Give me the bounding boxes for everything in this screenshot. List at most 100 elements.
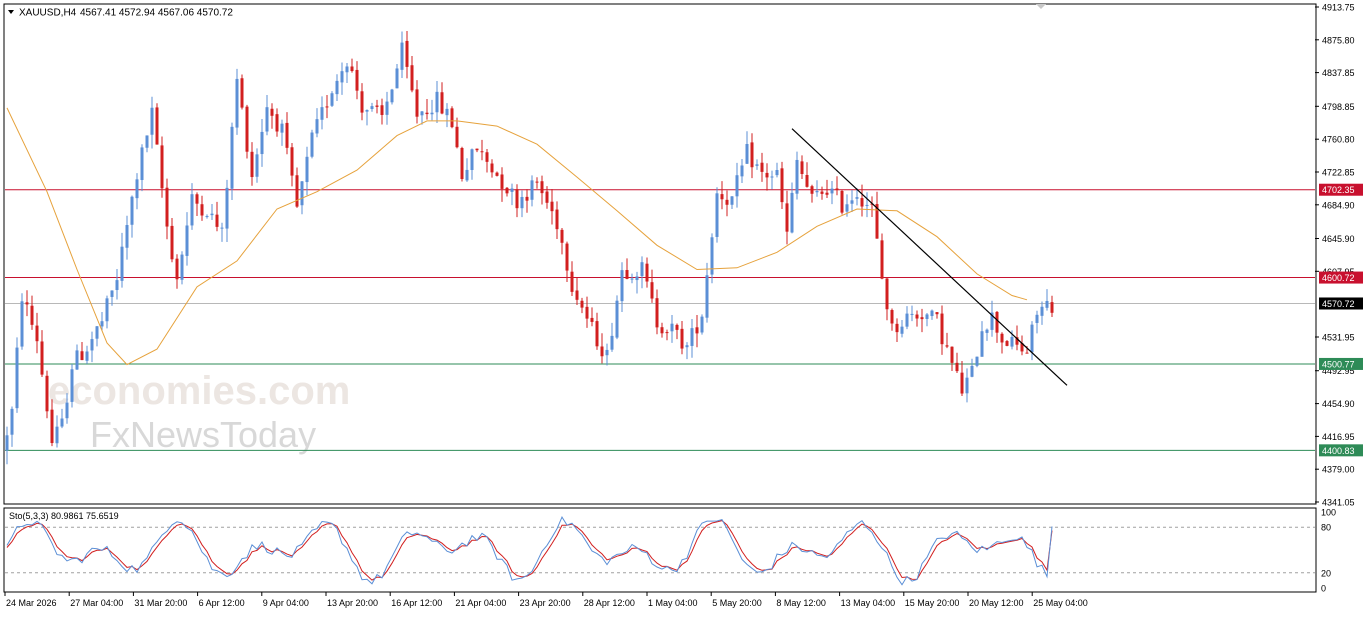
bull-candle (10, 408, 14, 435)
current-price-tag-label: 4570.72 (1322, 299, 1355, 309)
bull-candle (300, 181, 304, 206)
time-axis: 24 Mar 2026 27 Mar 04:00 31 Mar 20:00 6 Apr… (4, 592, 1088, 608)
bear-candle (45, 375, 49, 412)
bear-candle (475, 148, 479, 151)
bear-candle (835, 188, 839, 191)
bear-candle (245, 106, 249, 152)
shift-marker-icon[interactable] (1036, 4, 1046, 9)
bull-candle (735, 175, 739, 197)
time-tick-label: 8 May 12:00 (776, 598, 826, 608)
bull-candle (775, 170, 779, 176)
price-lines-layer (5, 189, 1315, 451)
bear-candle (765, 172, 769, 178)
bear-candle (655, 298, 659, 328)
bear-candle (275, 114, 279, 132)
bull-candle (900, 326, 904, 334)
bull-candle (105, 298, 109, 322)
price-tick-label: 4531.95 (1322, 333, 1355, 343)
bear-candle (945, 345, 949, 347)
bull-candle (75, 350, 79, 370)
price-tick-label: 4454.90 (1322, 399, 1355, 409)
bear-candle (480, 151, 484, 153)
stochastic-panel-frame (3, 507, 1317, 593)
bear-candle (570, 271, 574, 292)
bull-candle (980, 331, 984, 357)
bear-candle (995, 311, 999, 333)
bull-candle (690, 328, 694, 346)
bear-candle (660, 327, 664, 334)
symbol-label: XAUUSD,H4 (19, 8, 77, 19)
bear-candle (515, 189, 519, 209)
bear-candle (695, 327, 699, 334)
bear-candle (380, 105, 384, 115)
bear-candle (505, 187, 509, 194)
bear-candle (950, 346, 954, 363)
bear-candle (270, 108, 274, 116)
bear-candle (405, 40, 409, 67)
price-tick-label: 4837.85 (1322, 68, 1355, 78)
bear-candle (1050, 302, 1054, 313)
bull-candle (975, 356, 979, 366)
bear-candle (1025, 352, 1029, 354)
bull-candle (330, 93, 334, 106)
stochastic-label: Sto(5,3,3) 80.9861 75.6519 (9, 511, 119, 521)
bull-candle (110, 290, 114, 297)
moving-average-line (6, 107, 1028, 366)
bull-candle (385, 101, 389, 115)
bull-candle (910, 313, 914, 315)
bull-candle (70, 369, 74, 402)
bull-candle (815, 191, 819, 193)
price-tick-label: 4492.95 (1322, 366, 1355, 376)
bull-candle (395, 68, 399, 89)
bear-candle (535, 181, 539, 183)
support-price-tag (1319, 357, 1363, 370)
bull-candle (630, 278, 634, 280)
bull-candle (670, 323, 674, 332)
bear-candle (625, 270, 629, 279)
time-tick-label: 1 May 04:00 (648, 598, 698, 608)
time-tick-label: 5 May 20:00 (712, 598, 762, 608)
bear-candle (675, 324, 679, 330)
descending-trendline[interactable] (791, 128, 1068, 386)
bear-candle (840, 190, 844, 213)
bear-candle (760, 162, 764, 172)
bull-candle (335, 80, 339, 95)
bear-candle (955, 362, 959, 372)
bear-candle (575, 290, 579, 300)
bear-candle (565, 243, 569, 271)
time-tick-label: 25 May 04:00 (1033, 598, 1088, 608)
bull-candle (925, 314, 929, 319)
bear-candle (555, 209, 559, 230)
bull-candle (85, 351, 89, 361)
time-tick-label: 21 Apr 04:00 (455, 598, 506, 608)
bear-candle (240, 78, 244, 108)
bull-candle (605, 349, 609, 356)
triangle-down-icon[interactable] (8, 10, 14, 14)
support-price-tag-label: 4500.77 (1322, 359, 1355, 369)
bull-candle (95, 326, 99, 339)
bear-candle (450, 108, 454, 128)
bull-candle (1040, 306, 1044, 316)
bear-candle (495, 172, 499, 176)
bull-candle (1030, 324, 1034, 353)
bear-candle (355, 69, 359, 91)
bull-candle (130, 196, 134, 225)
bull-candle (235, 78, 239, 128)
bear-candle (50, 409, 54, 444)
bear-candle (590, 317, 594, 322)
bull-candle (205, 216, 209, 218)
price-tick-label: 4913.75 (1322, 3, 1355, 13)
trendline-layer[interactable] (791, 128, 1068, 386)
bear-candle (295, 175, 299, 207)
bull-candle (430, 112, 434, 115)
bear-candle (960, 372, 964, 394)
time-tick-label: 13 May 04:00 (841, 598, 896, 608)
bear-candle (725, 199, 729, 205)
bear-candle (585, 306, 589, 319)
bull-candle (220, 227, 224, 229)
bear-candle (600, 346, 604, 357)
bull-candle (435, 91, 439, 113)
bear-candle (215, 214, 219, 227)
